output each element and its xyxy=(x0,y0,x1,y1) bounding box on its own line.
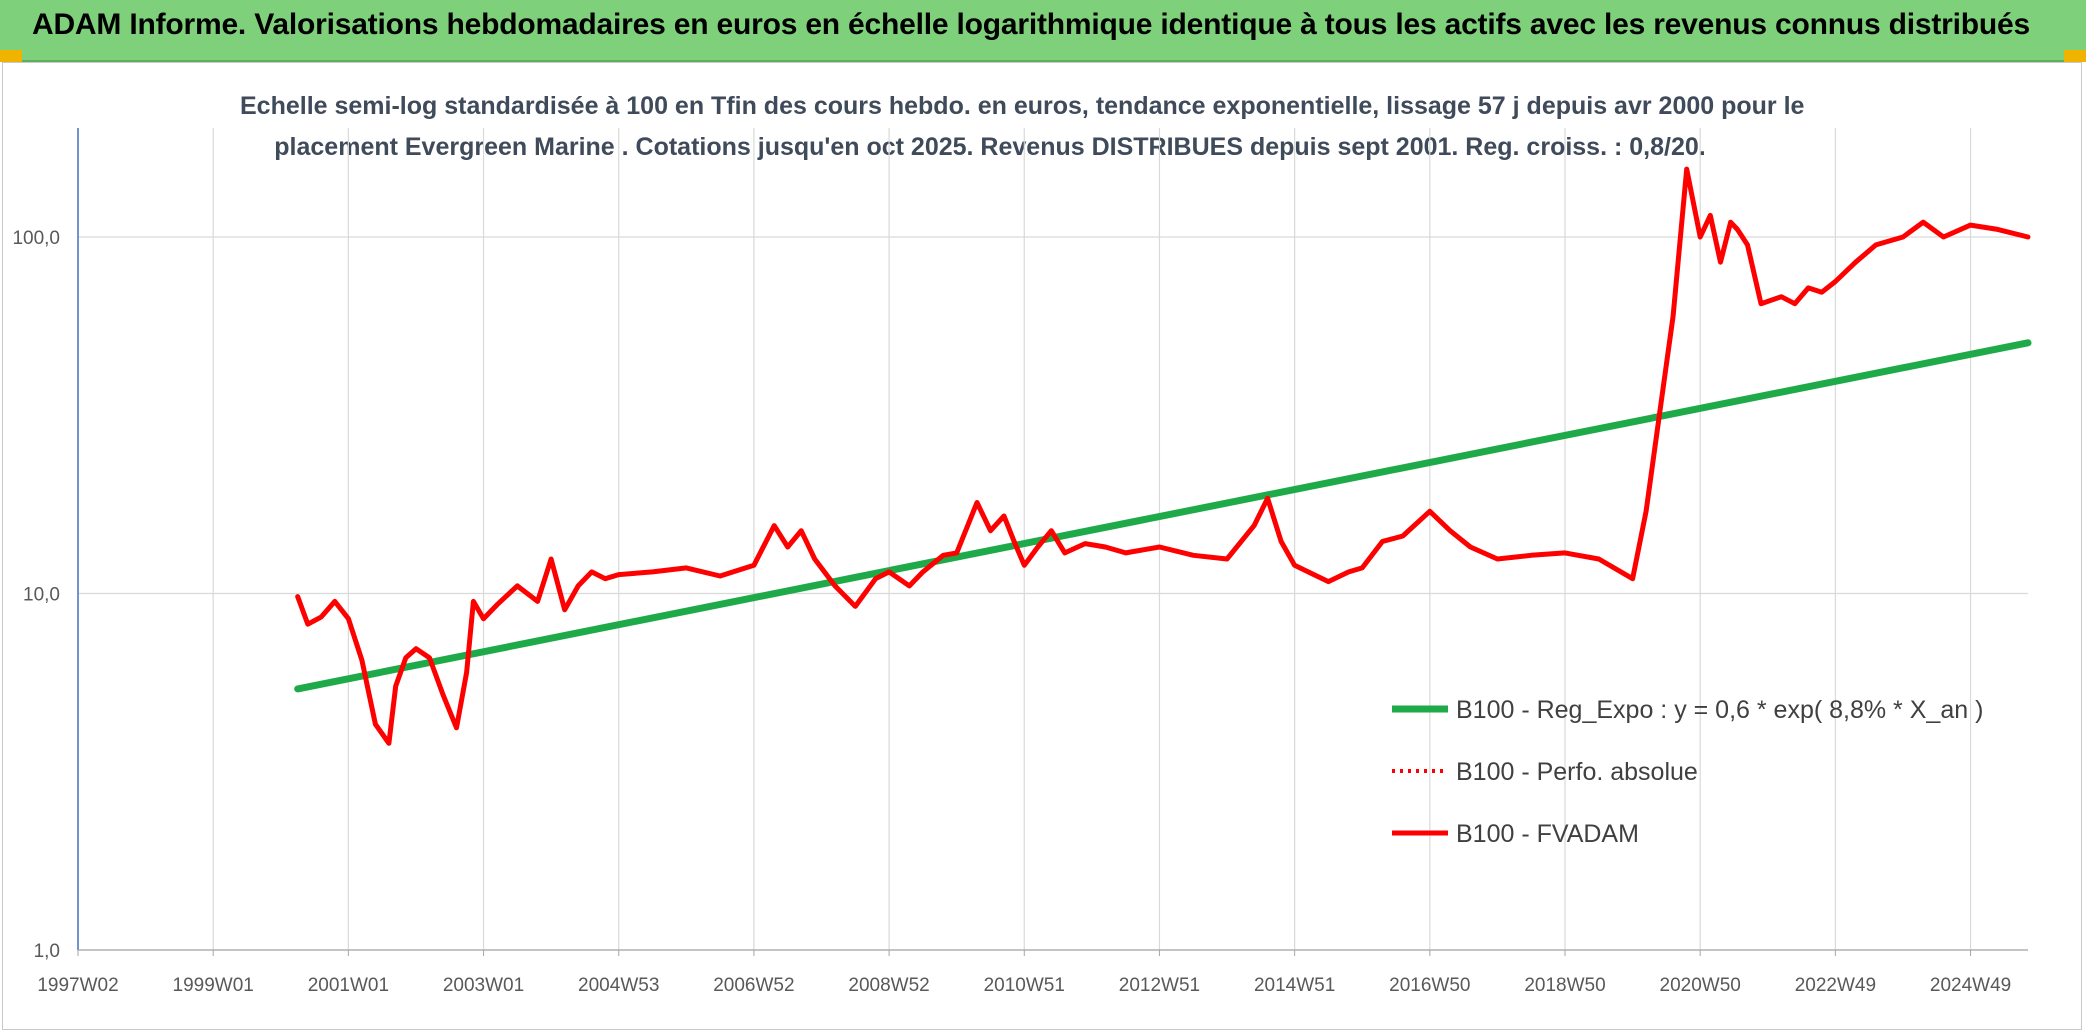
x-tick-label: 2024W49 xyxy=(1930,975,2011,996)
x-tick-label: 2020W50 xyxy=(1660,975,1741,996)
x-tick-label: 2006W52 xyxy=(713,975,794,996)
axes xyxy=(77,128,2028,956)
legend: B100 - Reg_Expo : y = 0,6 * exp( 8,8% * … xyxy=(1392,696,1983,848)
corner-marker-left xyxy=(0,50,22,62)
x-tick-label: 2001W01 xyxy=(308,975,389,996)
x-tick-label: 1999W01 xyxy=(173,975,254,996)
legend-entry-1: B100 - Perfo. absolue xyxy=(1456,758,1698,786)
legend-entry-0: B100 - Reg_Expo : y = 0,6 * exp( 8,8% * … xyxy=(1456,696,1983,724)
x-tick-label: 2003W01 xyxy=(443,975,524,996)
x-tick-label: 2010W51 xyxy=(984,975,1065,996)
y-tick-label: 1,0 xyxy=(34,941,60,962)
report-banner: ADAM Informe. Valorisations hebdomadaire… xyxy=(0,0,2086,62)
chart-subtitle-line1: Echelle semi-log standardisée à 100 en T… xyxy=(240,92,1805,120)
chart-subtitle-line2: placement Evergreen Marine . Cotations j… xyxy=(274,133,1706,161)
y-tick-label: 10,0 xyxy=(23,585,60,606)
x-tick-label: 2022W49 xyxy=(1795,975,1876,996)
series-lines xyxy=(294,166,2032,746)
report-title: ADAM Informe. Valorisations hebdomadaire… xyxy=(32,8,2030,41)
x-tick-label: 2012W51 xyxy=(1119,975,1200,996)
x-tick-label: 2004W53 xyxy=(578,975,659,996)
x-tick-label: 2008W52 xyxy=(848,975,929,996)
chart-frame xyxy=(2,62,2082,1030)
corner-marker-right xyxy=(2064,50,2086,62)
y-tick-labels: 1,0 10,0 100,0 xyxy=(12,228,60,962)
legend-entry-2: B100 - FVADAM xyxy=(1456,820,1639,848)
x-tick-label: 1997W02 xyxy=(37,975,118,996)
x-tick-label: 2014W51 xyxy=(1254,975,1335,996)
series-line-0 xyxy=(294,339,2032,693)
x-tick-labels: 1997W02 1999W01 2001W01 2003W01 2004W53 2006W… xyxy=(37,975,2011,996)
series-line-2 xyxy=(295,166,2031,746)
y-tick-label: 100,0 xyxy=(12,228,60,249)
x-tick-label: 2016W50 xyxy=(1389,975,1470,996)
x-tick-label: 2018W50 xyxy=(1524,975,1605,996)
